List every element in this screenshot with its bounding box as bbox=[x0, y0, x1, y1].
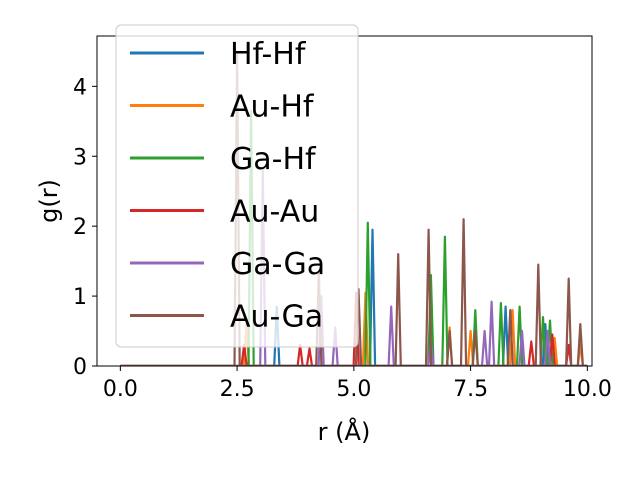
legend-label-ga-ga: Ga-Ga bbox=[230, 247, 325, 282]
y-axis-label: g(r) bbox=[35, 179, 63, 223]
legend-label-au-ga: Au-Ga bbox=[230, 300, 323, 335]
series-line-au-hf bbox=[120, 291, 588, 366]
y-axis: 0 1 2 3 4 bbox=[73, 75, 97, 380]
x-tick-label: 10.0 bbox=[563, 377, 612, 402]
legend-label-hf-hf: Hf-Hf bbox=[230, 37, 307, 72]
y-tick-label: 1 bbox=[73, 285, 87, 310]
x-tick-label: 0.0 bbox=[103, 377, 138, 402]
y-tick-label: 2 bbox=[73, 215, 87, 240]
y-tick-label: 4 bbox=[73, 75, 87, 100]
x-tick-label: 5.0 bbox=[336, 377, 371, 402]
legend-label-au-hf: Au-Hf bbox=[230, 90, 315, 125]
x-tick-label: 2.5 bbox=[220, 377, 255, 402]
legend: Hf-Hf Au-Hf Ga-Hf Au-Au Ga-Ga Au-Ga bbox=[115, 24, 359, 348]
x-axis-label: r (Å) bbox=[318, 417, 371, 446]
y-tick-label: 3 bbox=[73, 145, 87, 170]
legend-label-ga-hf: Ga-Hf bbox=[230, 142, 317, 177]
series-line-ga-hf bbox=[120, 109, 588, 366]
x-axis: 0.0 2.5 5.0 7.5 10.0 bbox=[103, 366, 612, 402]
y-tick-label: 0 bbox=[73, 355, 87, 380]
legend-label-au-au: Au-Au bbox=[230, 195, 319, 230]
x-tick-label: 7.5 bbox=[453, 377, 488, 402]
